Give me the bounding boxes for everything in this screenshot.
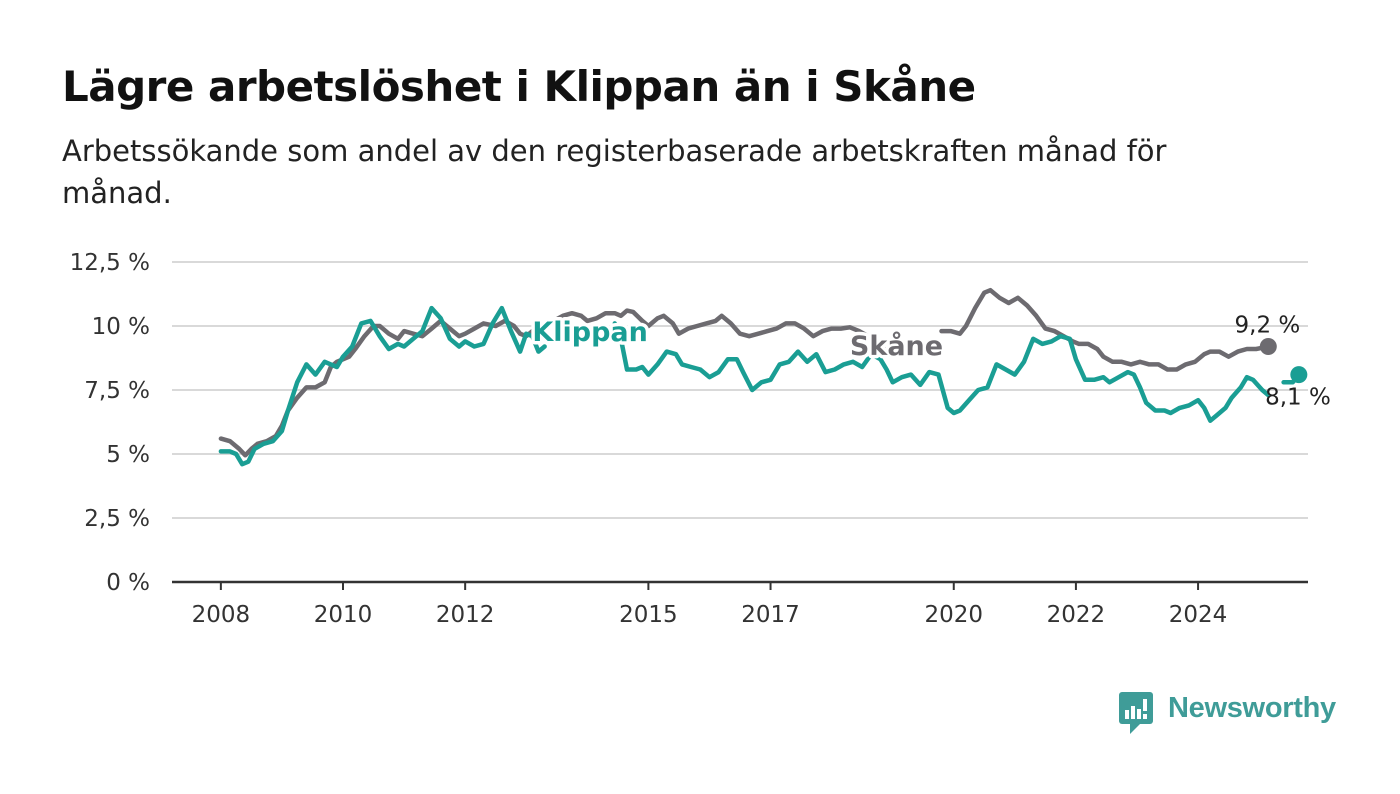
x-tick-label: 2020: [924, 602, 983, 628]
series-line-sk-ne: [939, 287, 1271, 372]
y-tick-label: 5 %: [106, 442, 150, 468]
x-axis-ticks: 2008 2010 2012 2015 2017 2020 2022 2024: [192, 582, 1228, 628]
series-line-klippan: [218, 305, 547, 467]
x-tick-label: 2010: [314, 602, 373, 628]
series-line-klippan: [612, 321, 1271, 423]
end-point-klippan: [1290, 366, 1308, 384]
newsworthy-logo-icon: [1119, 692, 1153, 734]
chart-subtitle: Arbetssökande som andel av den registerb…: [62, 134, 1167, 210]
x-tick-label: 2008: [192, 602, 251, 628]
x-tick-label: 2024: [1169, 602, 1228, 628]
y-tick-label: 0 %: [106, 570, 150, 596]
gridlines: [172, 261, 1308, 584]
x-tick-label: 2022: [1047, 602, 1106, 628]
newsworthy-logo: Newsworthy: [1118, 690, 1358, 738]
series-label-sk-ne: Skåne: [850, 330, 943, 362]
y-tick-label: 7,5 %: [84, 378, 150, 404]
brand-name: Newsworthy: [1168, 692, 1336, 724]
series-line-sk-ne: [218, 308, 886, 458]
x-tick-label: 2015: [619, 602, 678, 628]
chart-title: Lägre arbetslöshet i Klippan än i Skåne: [62, 62, 976, 111]
y-tick-label: 12,5 %: [70, 250, 150, 276]
series-lines: [218, 287, 1302, 467]
y-tick-label: 10 %: [92, 314, 150, 340]
end-point-sk-ne: [1259, 337, 1277, 355]
end-value-label-sk-ne: 9,2 %: [1235, 312, 1301, 338]
series-labels: 9,2 % Skåne 8,1 % Klippan: [529, 312, 1331, 411]
y-axis-ticks: 0 % 2,5 % 5 % 7,5 % 10 % 12,5 %: [70, 250, 150, 596]
x-tick-label: 2012: [436, 602, 495, 628]
y-tick-label: 2,5 %: [84, 506, 150, 532]
x-tick-label: 2017: [741, 602, 800, 628]
end-value-label-klippan: 8,1 %: [1265, 385, 1331, 411]
series-label-klippan: Klippan: [532, 317, 648, 348]
